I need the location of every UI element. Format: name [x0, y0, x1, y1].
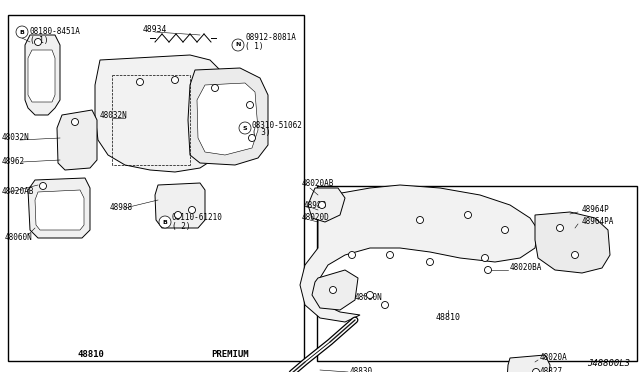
Text: 48020AB: 48020AB — [302, 180, 334, 189]
Circle shape — [481, 254, 488, 262]
Circle shape — [246, 102, 253, 109]
Text: 48934: 48934 — [143, 26, 167, 35]
Circle shape — [319, 202, 326, 208]
Text: 48830: 48830 — [350, 368, 373, 372]
Text: J48800L3: J48800L3 — [587, 359, 630, 368]
Text: 48020A: 48020A — [540, 353, 568, 362]
Circle shape — [248, 135, 255, 141]
Circle shape — [381, 301, 388, 308]
Circle shape — [72, 119, 79, 125]
Circle shape — [232, 39, 244, 51]
Polygon shape — [57, 110, 97, 170]
Polygon shape — [28, 178, 90, 238]
Text: 48020BA: 48020BA — [510, 263, 542, 273]
Text: 48962: 48962 — [2, 157, 25, 167]
Circle shape — [349, 251, 355, 259]
Polygon shape — [25, 35, 60, 115]
Circle shape — [330, 286, 337, 294]
Polygon shape — [308, 188, 345, 222]
Circle shape — [426, 259, 433, 266]
Text: 48810: 48810 — [77, 350, 104, 359]
Circle shape — [35, 38, 42, 45]
Polygon shape — [155, 183, 205, 228]
Circle shape — [211, 84, 218, 92]
Circle shape — [532, 369, 540, 372]
Bar — [317, 186, 637, 361]
Circle shape — [40, 183, 47, 189]
Text: PREMIUM: PREMIUM — [211, 350, 249, 359]
Polygon shape — [507, 355, 550, 372]
Text: 48964P: 48964P — [582, 205, 610, 215]
Text: 08310-51062: 08310-51062 — [252, 121, 303, 129]
Text: 48060N: 48060N — [5, 234, 33, 243]
Text: 48020AB: 48020AB — [2, 187, 35, 196]
Text: 48827: 48827 — [540, 368, 563, 372]
Circle shape — [417, 217, 424, 224]
Circle shape — [16, 26, 28, 38]
Circle shape — [159, 216, 171, 228]
Polygon shape — [197, 83, 258, 155]
Text: 08180-8451A: 08180-8451A — [30, 28, 81, 36]
Text: B: B — [20, 29, 24, 35]
Text: B: B — [163, 219, 168, 224]
Circle shape — [367, 292, 374, 298]
Text: 48810: 48810 — [435, 314, 461, 323]
Polygon shape — [188, 68, 268, 165]
Text: ( 3): ( 3) — [252, 128, 271, 138]
Circle shape — [136, 78, 143, 86]
Circle shape — [557, 224, 563, 231]
Polygon shape — [300, 185, 538, 322]
Circle shape — [239, 122, 251, 134]
Bar — [8, 15, 304, 361]
Text: 48032N: 48032N — [100, 112, 128, 121]
Circle shape — [465, 212, 472, 218]
Text: 48020D: 48020D — [302, 214, 330, 222]
Circle shape — [484, 266, 492, 273]
Circle shape — [572, 251, 579, 259]
Text: 48080N: 48080N — [355, 294, 383, 302]
Circle shape — [387, 251, 394, 259]
Text: 48964PA: 48964PA — [582, 218, 614, 227]
Polygon shape — [535, 212, 610, 273]
Text: ( 2): ( 2) — [172, 221, 191, 231]
Text: N: N — [236, 42, 241, 48]
Polygon shape — [28, 50, 55, 102]
Circle shape — [502, 227, 509, 234]
Polygon shape — [95, 55, 230, 172]
Text: 48988: 48988 — [110, 203, 133, 212]
Text: S: S — [243, 125, 247, 131]
Text: 08110-61210: 08110-61210 — [172, 214, 223, 222]
Text: 48032N: 48032N — [2, 134, 29, 142]
Text: 08912-8081A: 08912-8081A — [245, 33, 296, 42]
Polygon shape — [312, 270, 358, 310]
Polygon shape — [35, 190, 84, 230]
Circle shape — [175, 212, 182, 218]
Text: ( 1): ( 1) — [245, 42, 264, 51]
Circle shape — [189, 206, 195, 214]
Circle shape — [172, 77, 179, 83]
Text: ( 1): ( 1) — [30, 35, 49, 45]
Text: 48988: 48988 — [304, 201, 327, 209]
